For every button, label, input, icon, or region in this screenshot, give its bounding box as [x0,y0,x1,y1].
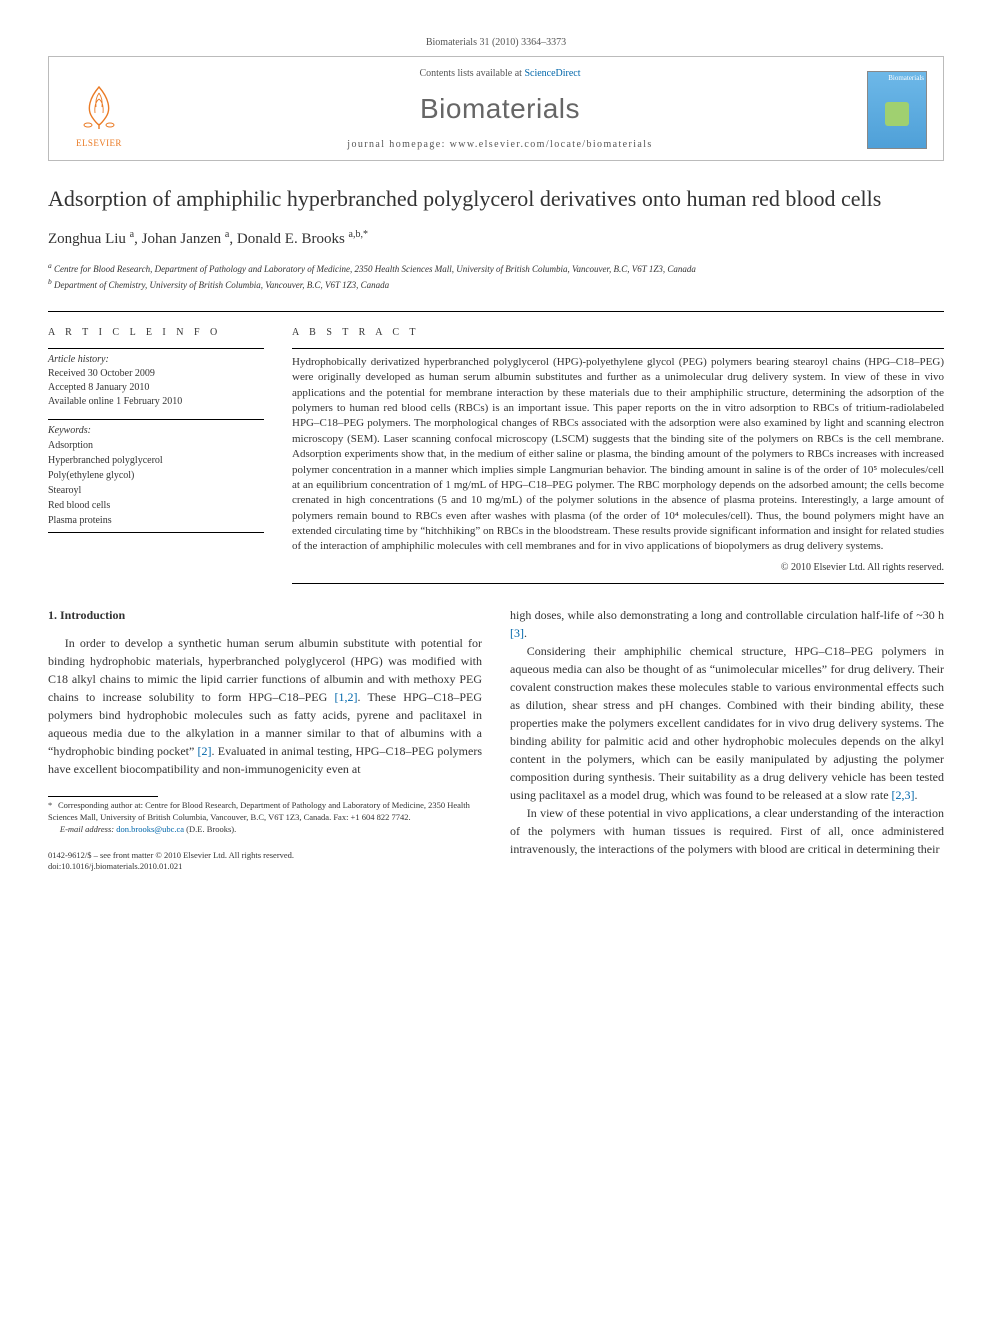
left-paragraphs: In order to develop a synthetic human se… [48,634,482,778]
ref-link[interactable]: [2] [198,744,212,758]
front-matter-line: 0142-9612/$ – see front matter © 2010 El… [48,850,482,861]
journal-center: Contents lists available at ScienceDirec… [149,67,851,152]
keyword: Red blood cells [48,498,264,513]
cover-title: Biomaterials [870,74,924,84]
journal-homepage[interactable]: journal homepage: www.elsevier.com/locat… [149,138,851,152]
contents-line: Contents lists available at ScienceDirec… [149,67,851,81]
right-column: high doses, while also demonstrating a l… [510,606,944,872]
body-paragraph: Considering their amphiphilic chemical s… [510,642,944,804]
keyword: Poly(ethylene glycol) [48,468,264,483]
abstract-body: Hydrophobically derivatized hyperbranche… [292,356,944,553]
affiliation-a: a Centre for Blood Research, Department … [48,260,944,277]
article-info-column: A R T I C L E I N F O Article history: R… [48,326,264,584]
affiliations: a Centre for Blood Research, Department … [48,260,944,293]
asterisk-icon: * [48,800,58,812]
tree-icon [76,83,122,137]
received-date: Received 30 October 2009 [48,367,264,381]
journal-header-box: ELSEVIER Contents lists available at Sci… [48,56,944,161]
keyword: Hyperbranched polyglycerol [48,453,264,468]
journal-name: Biomaterials [149,89,851,128]
body-paragraph: In view of these potential in vivo appli… [510,804,944,858]
doi-line: doi:10.1016/j.biomaterials.2010.01.021 [48,861,482,872]
right-paragraphs: high doses, while also demonstrating a l… [510,606,944,858]
footnote-rule [48,796,158,797]
email-label: E-mail address: [60,824,114,834]
abstract-label: A B S T R A C T [292,326,944,340]
main-columns: 1. Introduction In order to develop a sy… [48,606,944,872]
section-1-heading: 1. Introduction [48,606,482,624]
cover-graphic-icon [885,102,909,126]
article-info-label: A R T I C L E I N F O [48,326,264,340]
author-list: Zonghua Liu a, Johan Janzen a, Donald E.… [48,228,944,250]
accepted-date: Accepted 8 January 2010 [48,381,264,395]
journal-cover-thumbnail: Biomaterials [867,71,927,149]
email-who: (D.E. Brooks). [186,824,236,834]
elsevier-logo: ELSEVIER [65,70,133,150]
body-paragraph: high doses, while also demonstrating a l… [510,606,944,642]
email-footnote: E-mail address: don.brooks@ubc.ca (D.E. … [48,824,482,836]
left-column: 1. Introduction In order to develop a sy… [48,606,482,872]
article-history: Article history: Received 30 October 200… [48,348,264,409]
email-link[interactable]: don.brooks@ubc.ca [116,824,184,834]
abstract-column: A B S T R A C T Hydrophobically derivati… [292,326,944,584]
keywords-list: AdsorptionHyperbranched polyglycerolPoly… [48,438,264,528]
ref-link[interactable]: [3] [510,626,524,640]
sciencedirect-link[interactable]: ScienceDirect [524,68,580,79]
abstract-copyright: © 2010 Elsevier Ltd. All rights reserved… [292,561,944,575]
keywords-heading: Keywords: [48,424,264,438]
contents-prefix: Contents lists available at [419,68,524,79]
affiliation-a-text: Centre for Blood Research, Department of… [54,264,696,274]
citation: Biomaterials 31 (2010) 3364–3373 [48,36,944,50]
ref-link[interactable]: [2,3] [892,788,915,802]
ref-link[interactable]: [1,2] [334,690,357,704]
keyword: Adsorption [48,438,264,453]
history-heading: Article history: [48,353,264,367]
corresponding-author-footnote: *Corresponding author at: Centre for Blo… [48,800,482,824]
keywords-block: Keywords: AdsorptionHyperbranched polygl… [48,419,264,533]
available-date: Available online 1 February 2010 [48,395,264,409]
keyword: Stearoyl [48,483,264,498]
corr-text: Corresponding author at: Centre for Bloo… [48,800,470,822]
article-title: Adsorption of amphiphilic hyperbranched … [48,185,944,214]
affiliation-b-text: Department of Chemistry, University of B… [54,280,389,290]
keyword: Plasma proteins [48,513,264,528]
affiliation-b: b Department of Chemistry, University of… [48,276,944,293]
body-paragraph: In order to develop a synthetic human se… [48,634,482,778]
elsevier-label: ELSEVIER [76,137,122,150]
abstract-text: Hydrophobically derivatized hyperbranche… [292,348,944,584]
